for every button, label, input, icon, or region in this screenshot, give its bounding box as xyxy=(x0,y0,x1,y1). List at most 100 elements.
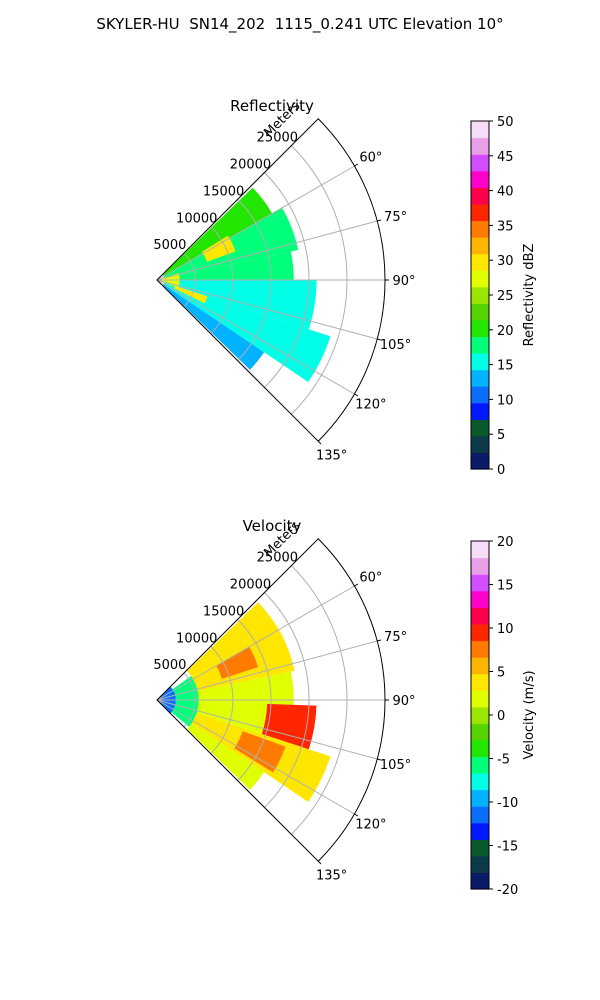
angle-tick xyxy=(317,440,322,445)
colorbar-bin xyxy=(471,220,489,238)
colorbar-bin xyxy=(471,386,489,404)
data-region xyxy=(164,251,294,280)
data-region xyxy=(202,235,236,262)
angle-tick xyxy=(317,860,322,865)
colorbar-bin xyxy=(471,640,489,658)
colorbar-bin xyxy=(471,353,489,371)
colorbar-bin xyxy=(471,286,489,304)
data-region xyxy=(174,285,208,304)
colorbar-bin xyxy=(471,303,489,321)
angle-tick-label: 135° xyxy=(316,449,347,464)
colorbar-tick-label: 15 xyxy=(497,359,514,374)
colorbar-bin xyxy=(471,253,489,271)
angle-tick xyxy=(377,758,382,761)
colorbar-tick-label: 10 xyxy=(497,393,514,408)
angle-tick-label: 120° xyxy=(355,818,386,833)
azimuth-gridline xyxy=(156,699,355,815)
colorbar-tick-label: -5 xyxy=(497,753,510,768)
angle-tick xyxy=(377,219,382,222)
colorbar-bin xyxy=(471,590,489,608)
colorbar-tick-label: 0 xyxy=(497,463,505,478)
angle-tick xyxy=(377,639,382,642)
colorbar-tick-label: 0 xyxy=(497,709,505,724)
angle-tick-label: 90° xyxy=(392,274,415,289)
colorbar-tick-label: 25 xyxy=(497,289,514,304)
colorbar-bin xyxy=(471,806,489,824)
colorbar-bin xyxy=(471,657,489,675)
colorbar-bin xyxy=(471,402,489,420)
data-region xyxy=(196,701,268,735)
radial-tick-label: 10000 xyxy=(176,211,217,226)
sector-frame xyxy=(156,118,386,442)
colorbar-bin xyxy=(471,789,489,807)
colorbar-bin xyxy=(471,623,489,642)
colorbar-tick-label: 30 xyxy=(497,254,514,269)
data-region xyxy=(234,731,286,773)
colorbar-tick-label: 10 xyxy=(497,622,514,637)
colorbar-bin xyxy=(471,607,489,625)
colorbar-bin xyxy=(471,452,489,470)
colorbar-bin xyxy=(471,419,489,437)
radial-tick-label: 20000 xyxy=(230,578,271,593)
data-region xyxy=(197,671,294,705)
colorbar-bin xyxy=(471,822,489,840)
colorbar-bin xyxy=(471,237,489,255)
colorbar-bin xyxy=(471,872,489,890)
angle-tick xyxy=(354,163,359,167)
data-region xyxy=(216,646,259,679)
colorbar-bin xyxy=(471,574,489,592)
colorbar-bin xyxy=(471,773,489,791)
colorbar-bin xyxy=(471,557,489,575)
colorbar-tick-label: 40 xyxy=(497,185,514,200)
colorbar-tick-label: 50 xyxy=(497,115,514,130)
data-region xyxy=(187,602,295,692)
azimuth-gridline xyxy=(156,220,378,281)
colorbar-bin xyxy=(471,369,489,387)
azimuth-gridline xyxy=(156,640,378,701)
angle-tick-label: 60° xyxy=(359,151,382,166)
azimuth-gridline xyxy=(156,279,355,395)
angle-tick xyxy=(354,813,359,817)
angle-tick xyxy=(354,583,359,587)
colorbar-bin xyxy=(471,435,489,454)
colorbar-bin xyxy=(471,336,489,354)
azimuth-gridline xyxy=(156,699,378,760)
colorbar-bin xyxy=(471,121,489,139)
colorbar-bin xyxy=(471,319,489,338)
colorbar-bin xyxy=(471,723,489,741)
colorbar-label: Velocity (m/s) xyxy=(522,670,537,759)
radial-tick-label: 5000 xyxy=(153,658,186,673)
colorbar-tick-label: 45 xyxy=(497,150,514,165)
colorbar-bin xyxy=(471,839,489,857)
page-title: SKYLER-HU SN14_202 1115_0.241 UTC Elevat… xyxy=(96,15,504,33)
colorbar-bin xyxy=(471,270,489,288)
colorbar-tick-label: -15 xyxy=(497,840,518,855)
colorbar-bin xyxy=(471,706,489,724)
azimuth-gridline xyxy=(156,585,355,701)
angle-tick-label: 75° xyxy=(384,210,407,225)
colorbar-bin xyxy=(471,137,489,155)
colorbar-bin xyxy=(471,690,489,708)
colorbar-bin xyxy=(471,756,489,774)
radial-tick-label: 25000 xyxy=(257,551,298,566)
radial-tick-label: 15000 xyxy=(203,184,244,199)
colorbar-bin xyxy=(471,855,489,874)
angle-tick-label: 105° xyxy=(380,758,411,773)
data-region xyxy=(162,284,265,370)
colorbar-tick-label: -10 xyxy=(497,796,518,811)
colorbar-bin xyxy=(471,541,489,559)
colorbar-label: Reflectivity dBZ xyxy=(522,244,537,347)
panel-title: Reflectivity xyxy=(230,97,314,115)
radial-tick-label: 5000 xyxy=(153,238,186,253)
colorbar-tick-label: -20 xyxy=(497,883,518,898)
azimuth-gridline xyxy=(156,279,378,340)
radial-tick-label: 25000 xyxy=(257,131,298,146)
colorbar-bin xyxy=(471,673,489,691)
colorbar-tick-label: 5 xyxy=(497,428,505,443)
colorbar-tick-label: 20 xyxy=(497,535,514,550)
colorbar-bin xyxy=(471,187,489,205)
data-region xyxy=(261,703,317,750)
sector-frame xyxy=(156,538,386,862)
colorbar-bin xyxy=(471,739,489,758)
colorbar-tick-label: 20 xyxy=(497,324,514,339)
